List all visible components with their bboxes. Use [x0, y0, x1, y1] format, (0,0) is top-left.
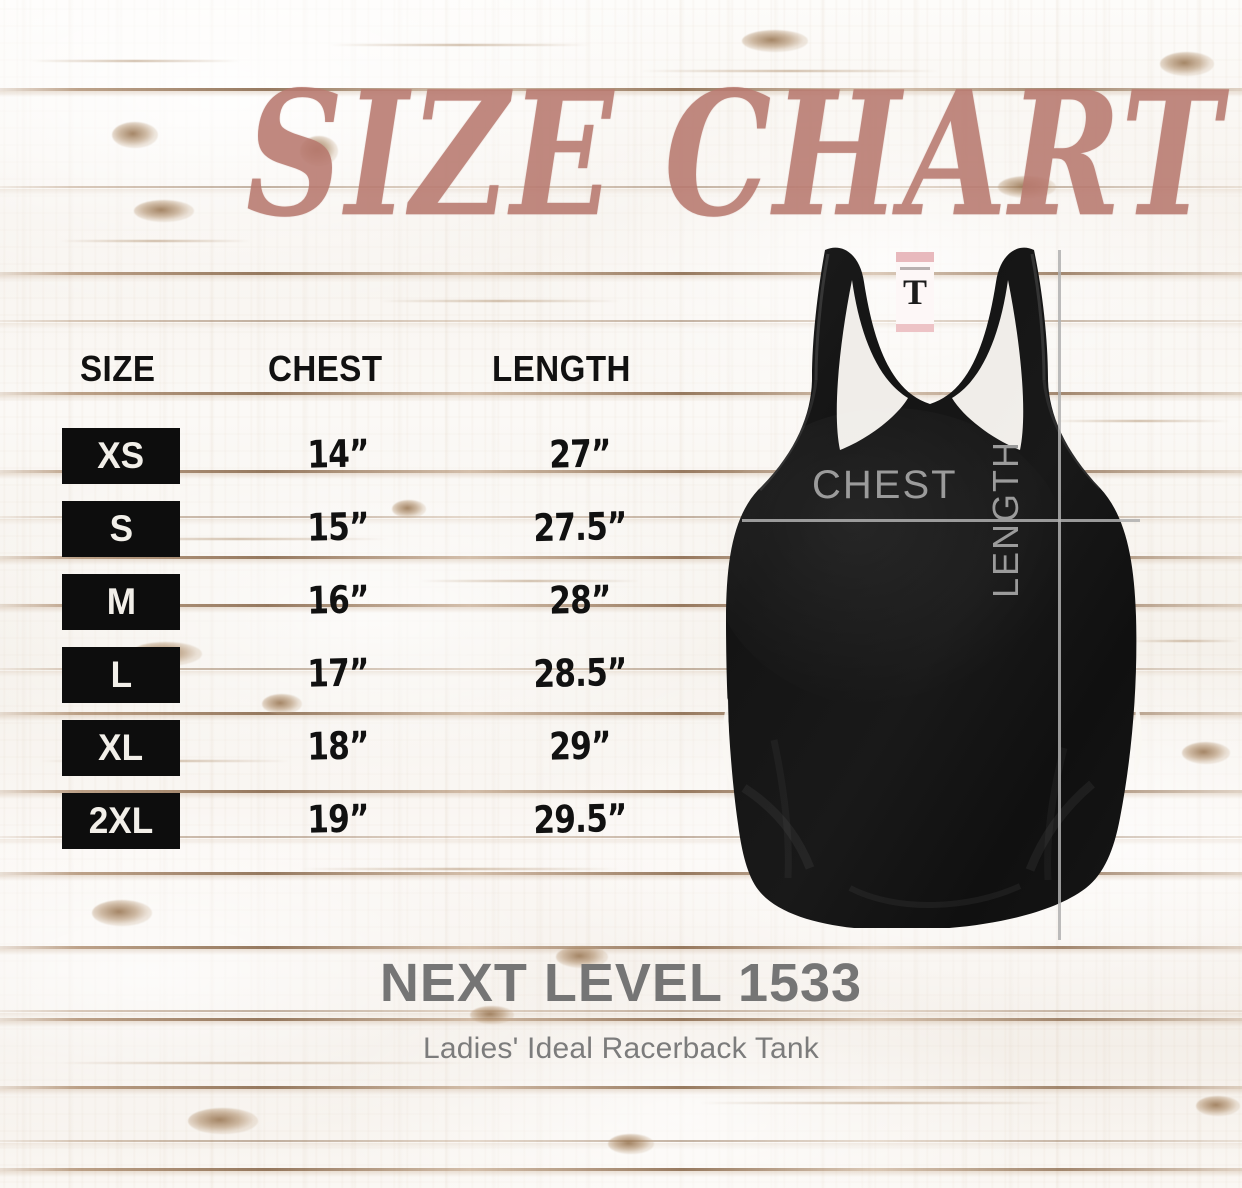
- chest-value-xl: 18”: [306, 723, 370, 769]
- size-badge-label: M: [106, 581, 136, 622]
- size-badge-label: 2XL: [88, 800, 154, 841]
- length-value-xl: 29”: [548, 723, 612, 769]
- length-value-xs: 27”: [548, 431, 612, 477]
- size-badge-label: XS: [97, 435, 145, 476]
- chest-value-2xl: 19”: [306, 796, 370, 842]
- chest-value-l: 17”: [306, 650, 370, 696]
- size-badge-l: L: [62, 647, 180, 703]
- svg-text:T: T: [903, 272, 927, 312]
- size-badge-label: L: [110, 654, 132, 695]
- garment-subtitle: Ladies' Ideal Racerback Tank: [422, 1032, 819, 1065]
- brand-style-number: NEXT LEVEL 1533: [379, 953, 863, 1013]
- size-badge-xs: XS: [62, 428, 180, 484]
- neck-tag-icon: T: [896, 252, 934, 332]
- size-badge-2xl: 2XL: [62, 793, 180, 849]
- column-header-length: LENGTH: [492, 348, 631, 389]
- chest-measure-line: [742, 519, 1140, 522]
- length-measure-line: [1058, 250, 1061, 940]
- column-header-chest: CHEST: [268, 348, 383, 389]
- chest-value-m: 16”: [306, 577, 370, 623]
- size-badge-label: XL: [98, 727, 144, 768]
- page-title: SIZE CHART: [246, 54, 1223, 256]
- racerback-tank-illustration: T: [710, 247, 1142, 928]
- size-badge-m: M: [62, 574, 180, 630]
- size-badge-xl: XL: [62, 720, 180, 776]
- chest-value-s: 15”: [306, 504, 370, 550]
- length-value-m: 28”: [548, 577, 612, 623]
- length-overlay-label: LENGTH: [985, 439, 1026, 598]
- size-badge-s: S: [62, 501, 180, 557]
- column-header-size: SIZE: [80, 348, 156, 389]
- garment-image: T: [700, 228, 1170, 928]
- length-value-s: 27.5”: [532, 503, 627, 551]
- chest-value-xs: 14”: [306, 431, 370, 477]
- chest-overlay-label: CHEST: [812, 463, 958, 507]
- length-value-l: 28.5”: [532, 649, 627, 697]
- size-badge-label: S: [109, 508, 133, 549]
- length-value-2xl: 29.5”: [532, 795, 627, 843]
